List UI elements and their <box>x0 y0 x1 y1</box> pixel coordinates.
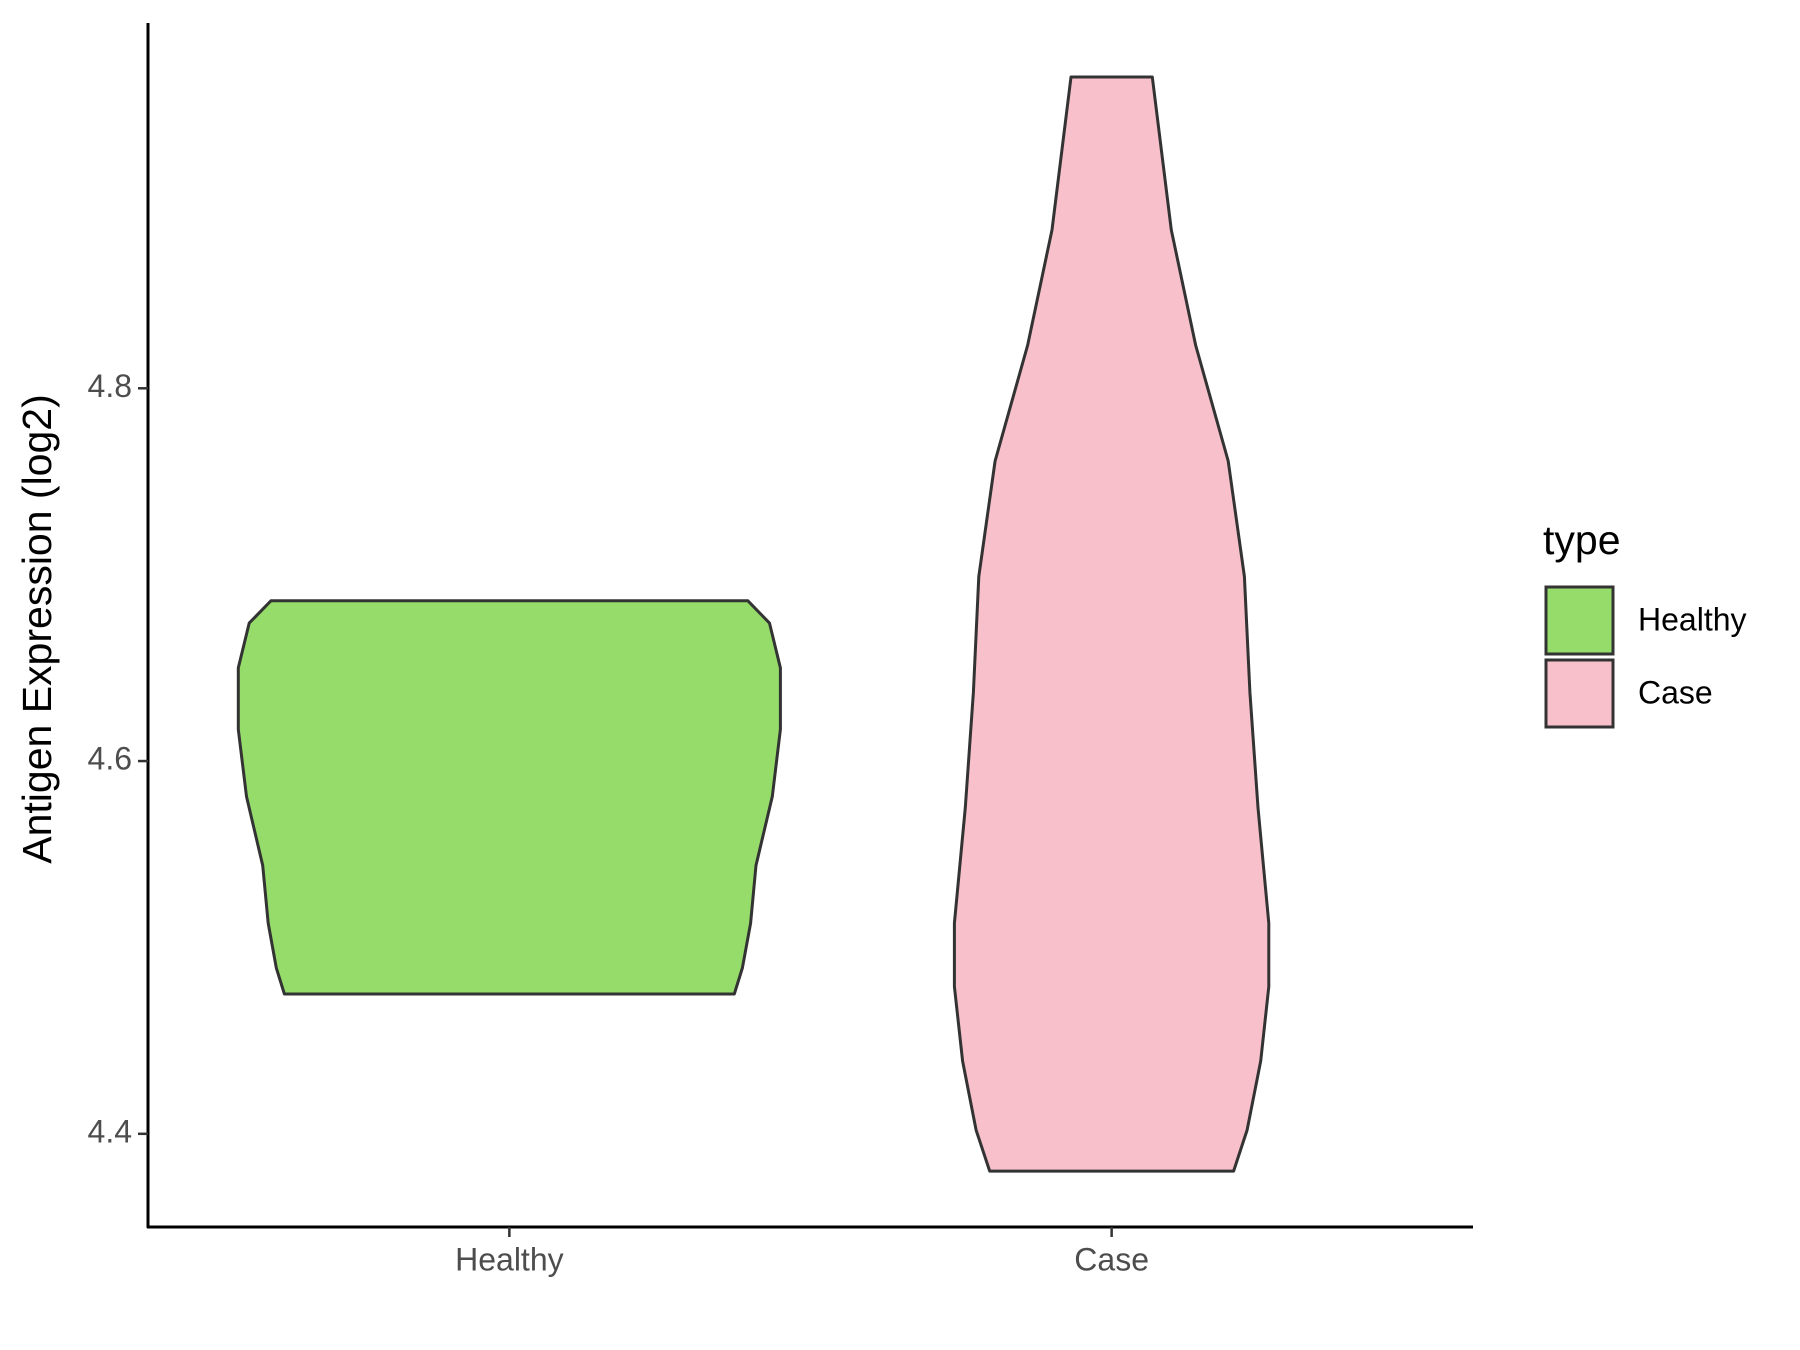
x-tick-label: Case <box>1074 1241 1149 1277</box>
x-tick-label: Healthy <box>455 1241 564 1277</box>
violin <box>236 599 782 996</box>
legend-label: Case <box>1638 674 1713 710</box>
legend-label: Healthy <box>1638 601 1747 637</box>
y-tick-label: 4.8 <box>88 368 132 404</box>
legend-key <box>1544 585 1615 656</box>
legend-title: type <box>1543 517 1621 563</box>
legend-key <box>1544 658 1615 729</box>
y-tick-label: 4.6 <box>88 741 132 777</box>
y-tick-label: 4.4 <box>88 1113 132 1149</box>
y-axis-title: Antigen Expression (log2) <box>14 394 60 863</box>
violin <box>952 75 1271 1173</box>
